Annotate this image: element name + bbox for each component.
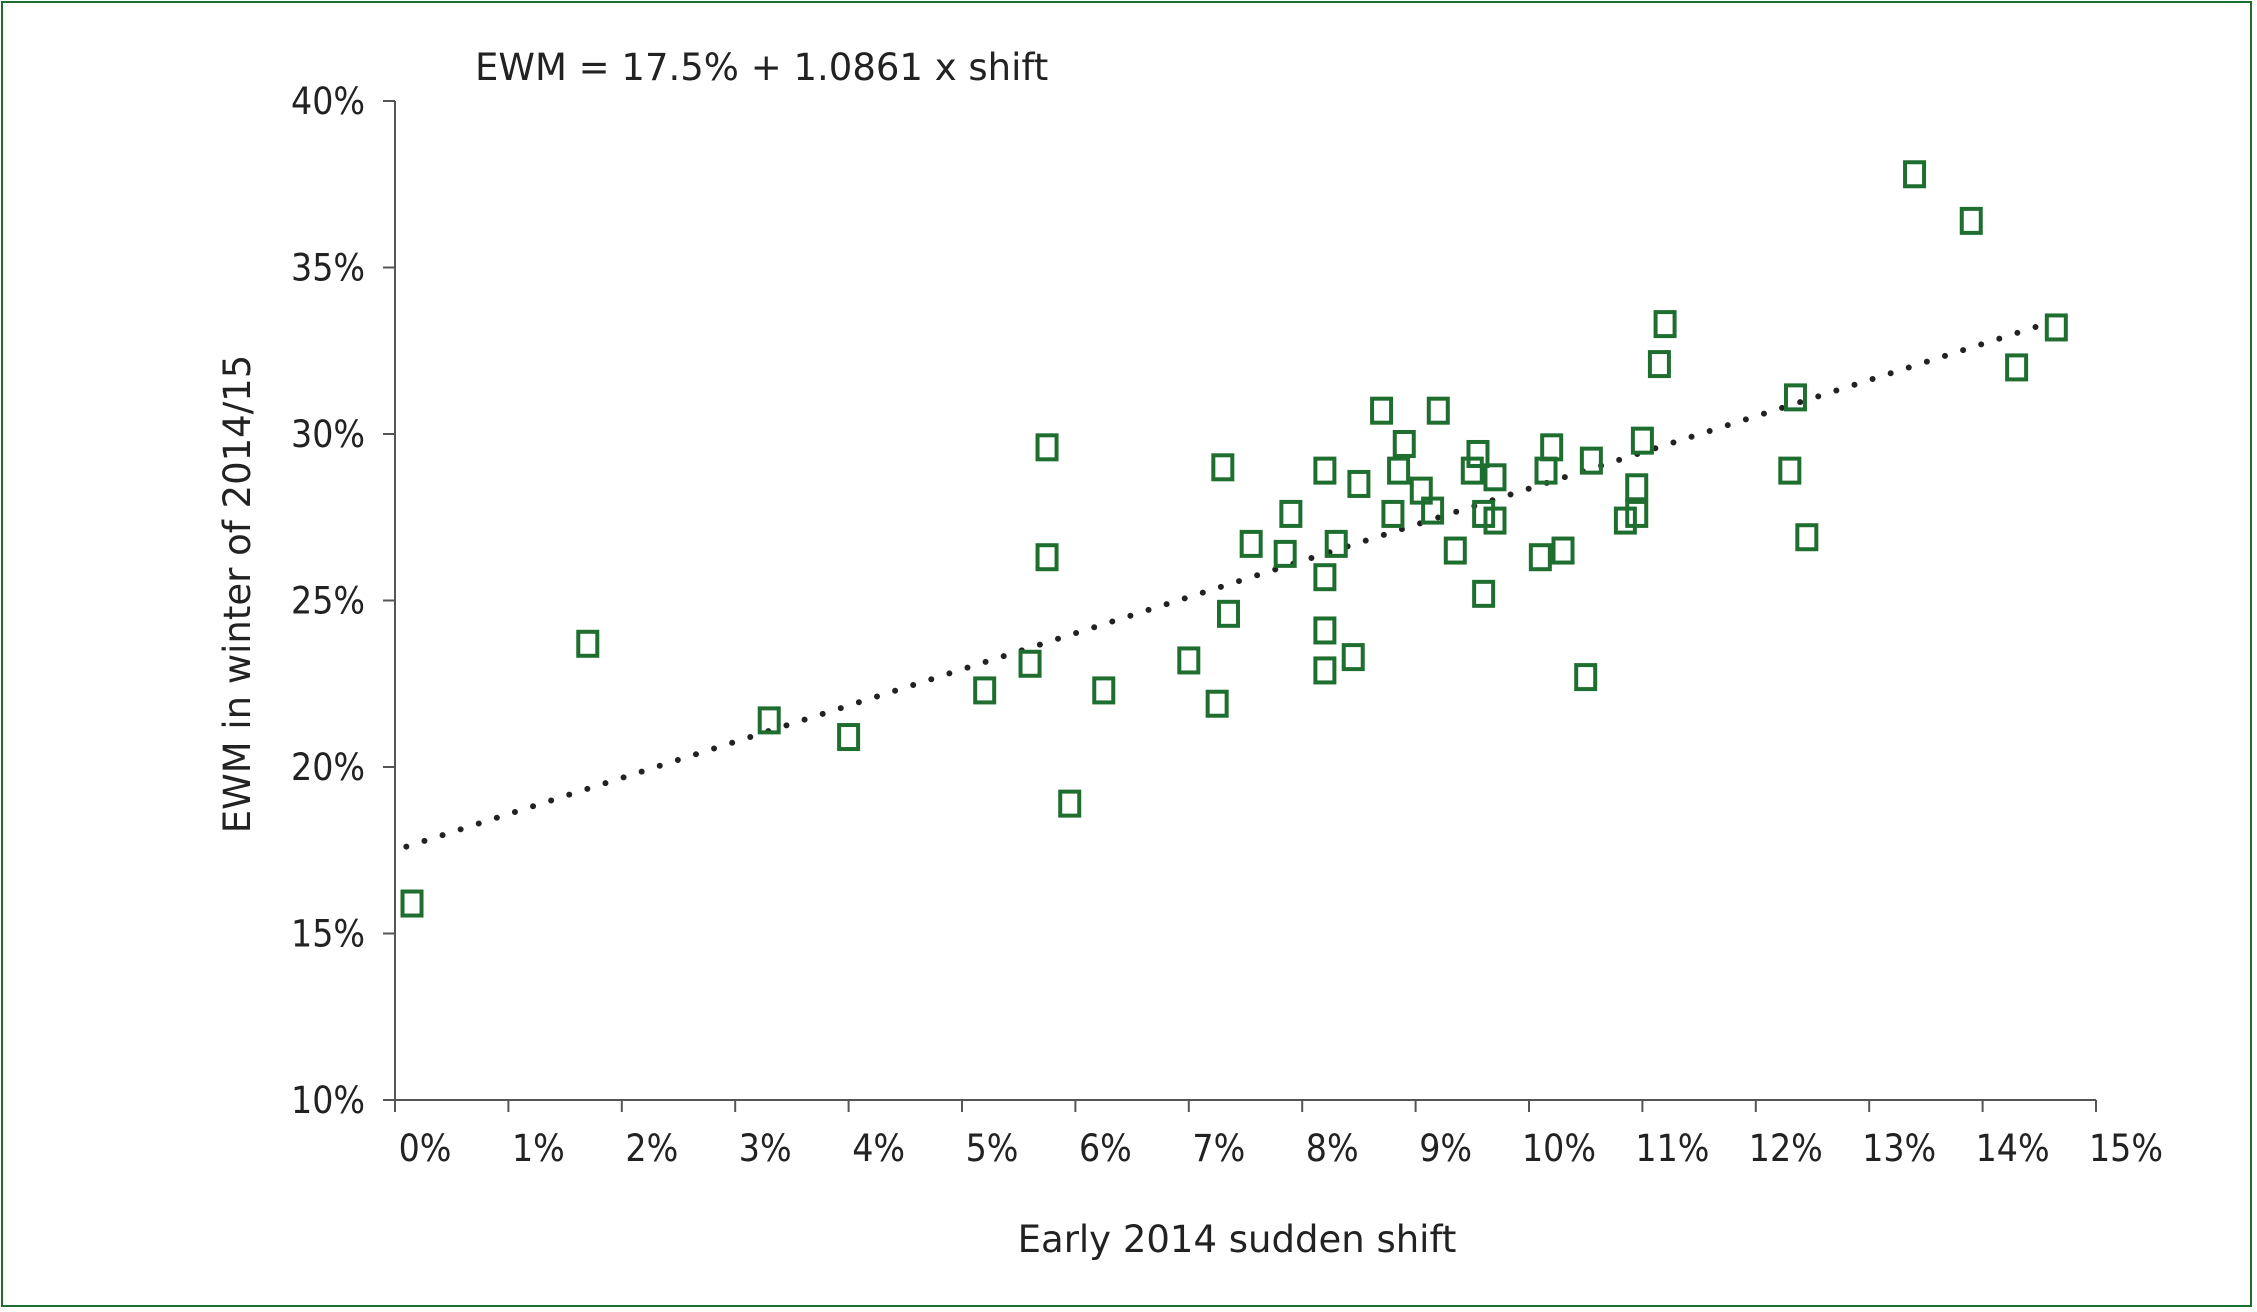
x-tick-label: 3% xyxy=(739,1127,792,1170)
x-tick-label: 6% xyxy=(1079,1127,1132,1170)
y-axis-ticks: 10% 15% 20% 25% 30% 35% 40% xyxy=(291,80,395,1122)
data-point xyxy=(400,889,424,918)
data-point xyxy=(1177,646,1201,675)
data-points xyxy=(400,160,2068,918)
data-point xyxy=(1783,383,1807,412)
data-point xyxy=(1387,456,1411,485)
data-point xyxy=(2044,313,2068,342)
data-point xyxy=(1216,599,1240,628)
data-point xyxy=(1540,433,1564,462)
y-tick-label: 40% xyxy=(291,80,365,123)
data-point xyxy=(1347,469,1371,498)
x-tick-label: 1% xyxy=(512,1127,565,1170)
data-point xyxy=(1381,499,1405,528)
data-point xyxy=(1324,529,1348,558)
y-tick-label: 15% xyxy=(291,913,365,956)
y-tick-label: 25% xyxy=(291,580,365,623)
data-point xyxy=(1018,649,1042,678)
data-point xyxy=(1959,206,1983,235)
data-point xyxy=(1313,563,1337,592)
y-tick-label: 10% xyxy=(291,1079,365,1122)
data-point xyxy=(1472,579,1496,608)
data-point xyxy=(1625,473,1649,502)
data-point xyxy=(1313,456,1337,485)
x-axis-ticks: 0% 1% 2% 3% 4% 5% 6% 7% 8% 9% 10% 11% 12% 13% 14% 15% xyxy=(394,1100,2163,1170)
data-point xyxy=(1341,643,1365,672)
data-point xyxy=(1421,496,1445,525)
data-point xyxy=(1443,536,1467,565)
data-point xyxy=(1630,426,1654,455)
x-tick-label: 8% xyxy=(1306,1127,1359,1170)
data-point xyxy=(1903,160,1927,189)
x-tick-label: 13% xyxy=(1862,1127,1936,1170)
data-point xyxy=(1647,350,1671,379)
data-point xyxy=(1370,396,1394,425)
trendline xyxy=(403,319,2054,850)
data-point xyxy=(1795,523,1819,552)
x-tick-label: 0% xyxy=(399,1127,452,1170)
x-tick-label: 7% xyxy=(1192,1127,1245,1170)
x-tick-label: 9% xyxy=(1419,1127,1472,1170)
data-point xyxy=(1313,656,1337,685)
data-point xyxy=(1483,506,1507,535)
y-tick-label: 20% xyxy=(291,746,365,789)
x-tick-label: 12% xyxy=(1749,1127,1823,1170)
y-tick-label: 30% xyxy=(291,413,365,456)
data-point xyxy=(1313,616,1337,645)
data-point xyxy=(1483,463,1507,492)
data-point xyxy=(837,723,861,752)
x-tick-label: 11% xyxy=(1635,1127,1709,1170)
data-point xyxy=(1035,433,1059,462)
data-point xyxy=(1778,456,1802,485)
data-point xyxy=(1205,689,1229,718)
data-point xyxy=(1035,543,1059,572)
data-point xyxy=(1653,310,1677,339)
data-point xyxy=(576,629,600,658)
x-tick-label: 5% xyxy=(966,1127,1019,1170)
data-point xyxy=(1426,396,1450,425)
data-point xyxy=(1211,453,1235,482)
x-tick-label: 2% xyxy=(625,1127,678,1170)
data-point xyxy=(1466,439,1490,468)
y-axis-title: EWM in winter of 2014/15 xyxy=(216,355,259,834)
data-point xyxy=(1625,499,1649,528)
data-point xyxy=(1551,536,1575,565)
data-point xyxy=(1460,456,1484,485)
regression-equation: EWM = 17.5% + 1.0861 x shift xyxy=(475,46,1048,89)
data-point xyxy=(1528,543,1552,572)
x-axis-title: Early 2014 sudden shift xyxy=(1018,1218,1457,1261)
data-point xyxy=(1273,539,1297,568)
data-point xyxy=(757,706,781,735)
data-point xyxy=(1058,789,1082,818)
data-point xyxy=(973,676,997,705)
x-tick-label: 10% xyxy=(1522,1127,1596,1170)
data-point xyxy=(1279,499,1303,528)
data-point xyxy=(1574,663,1598,692)
x-tick-label: 15% xyxy=(2089,1127,2163,1170)
x-tick-label: 14% xyxy=(1976,1127,2050,1170)
data-point xyxy=(1092,676,1116,705)
trendline-path xyxy=(403,319,2054,850)
data-point xyxy=(1579,446,1603,475)
y-tick-label: 35% xyxy=(291,247,365,290)
x-tick-label: 4% xyxy=(852,1127,905,1170)
data-point xyxy=(2005,353,2029,382)
data-point xyxy=(1392,429,1416,458)
data-point xyxy=(1239,529,1263,558)
data-point xyxy=(1534,456,1558,485)
